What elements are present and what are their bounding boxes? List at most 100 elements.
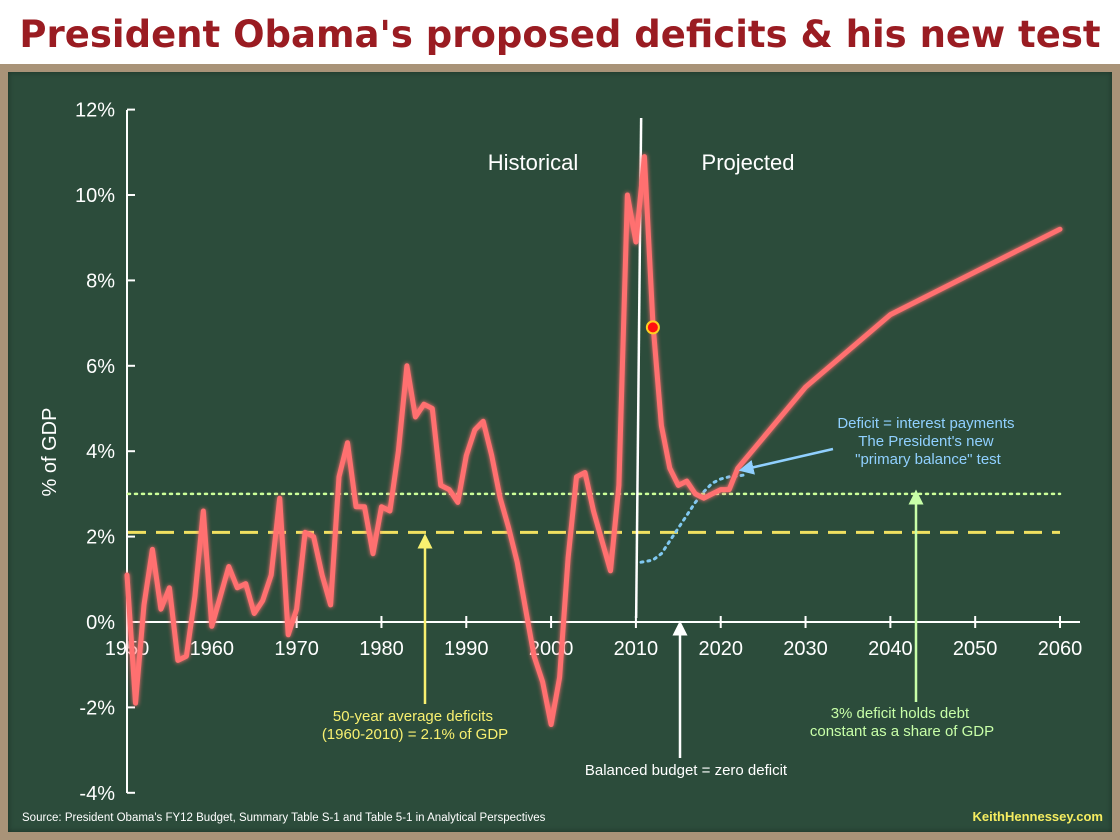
y-tick-label: 4%	[86, 441, 115, 463]
deficit-point	[558, 676, 561, 679]
deficit-point	[711, 492, 714, 495]
deficit-point	[321, 574, 324, 577]
deficit-point	[261, 599, 264, 602]
y-tick-label: 6%	[86, 356, 115, 378]
y-tick-label: -2%	[79, 697, 115, 719]
deficit-point	[634, 240, 637, 243]
deficit-point	[507, 527, 510, 530]
deficit-point	[219, 595, 222, 598]
y-tick-label: -4%	[79, 783, 115, 805]
deficit-point	[193, 595, 196, 598]
interest-payments-curve	[639, 473, 748, 564]
y-tick-label: 12%	[75, 100, 115, 122]
deficit-point	[168, 586, 171, 589]
deficit-point	[609, 569, 612, 572]
deficit-point	[134, 702, 137, 705]
source-note: Source: President Obama's FY12 Budget, S…	[22, 812, 546, 824]
deficit-point	[371, 552, 374, 555]
deficit-point	[346, 441, 349, 444]
deficit-point	[702, 497, 705, 500]
interest-annotation: Deficit = interest payments The Presiden…	[837, 415, 1018, 468]
deficit-point	[236, 586, 239, 589]
deficit-point	[728, 488, 731, 491]
deficit-point	[431, 407, 434, 410]
deficit-point	[575, 475, 578, 478]
deficit-point	[600, 539, 603, 542]
deficit-point	[176, 659, 179, 662]
deficit-point	[151, 548, 154, 551]
y-tick-label: 10%	[75, 185, 115, 207]
three-percent-annotation: 3% deficit holds debt constant as a shar…	[810, 705, 994, 740]
deficit-point	[499, 497, 502, 500]
deficit-point	[363, 505, 366, 508]
deficit-point	[270, 574, 273, 577]
site-credit: KeithHennessey.com	[972, 809, 1103, 824]
deficit-point	[694, 492, 697, 495]
deficit-point	[227, 565, 230, 568]
deficit-point	[541, 680, 544, 683]
deficit-point	[388, 509, 391, 512]
deficit-point	[524, 608, 527, 611]
deficit-point	[567, 556, 570, 559]
deficit-point	[380, 505, 383, 508]
current-year-point	[645, 320, 660, 335]
deficit-point	[1059, 228, 1062, 231]
historical-label: Historical	[488, 150, 578, 175]
deficit-point	[159, 608, 162, 611]
deficit-point	[312, 535, 315, 538]
deficit-point	[126, 574, 129, 577]
deficit-point	[660, 424, 663, 427]
deficit-point	[439, 484, 442, 487]
y-axis-label: % of GDP	[39, 408, 61, 497]
x-tick-label: 2010	[614, 638, 659, 660]
deficit-point	[677, 484, 680, 487]
deficit-point	[617, 484, 620, 487]
chalkboard	[8, 72, 1112, 832]
x-tick-label: 2060	[1038, 638, 1083, 660]
deficit-point	[210, 625, 213, 628]
deficit-point	[422, 403, 425, 406]
deficit-point	[448, 488, 451, 491]
y-tick-label: 0%	[86, 612, 115, 634]
x-tick-label: 1960	[190, 638, 235, 660]
deficit-point	[482, 420, 485, 423]
deficit-point	[142, 603, 145, 606]
y-tick-label: 8%	[86, 270, 115, 292]
x-tick-label: 2040	[868, 638, 913, 660]
deficit-point	[295, 608, 298, 611]
deficit-point	[889, 313, 892, 316]
balanced-budget-annotation: Balanced budget = zero deficit	[585, 762, 788, 779]
deficit-point	[465, 454, 468, 457]
deficit-point	[592, 509, 595, 512]
deficit-point	[405, 364, 408, 367]
deficit-point	[202, 509, 205, 512]
deficit-point	[685, 480, 688, 483]
deficit-point	[329, 603, 332, 606]
deficit-point	[338, 475, 341, 478]
deficit-point	[253, 612, 256, 615]
x-tick-label: 1990	[444, 638, 489, 660]
deficit-point	[456, 501, 459, 504]
deficit-point	[490, 454, 493, 457]
deficit-point	[668, 467, 671, 470]
deficit-point	[533, 655, 536, 658]
x-tick-label: 2020	[698, 638, 743, 660]
deficit-point	[414, 416, 417, 419]
deficit-point	[244, 582, 247, 585]
x-tick-label: 1970	[274, 638, 319, 660]
x-tick-label: 2030	[783, 638, 828, 660]
deficit-point	[584, 471, 587, 474]
deficit-point	[185, 655, 188, 658]
deficit-point	[736, 467, 739, 470]
deficit-point	[804, 386, 807, 389]
deficit-point	[397, 450, 400, 453]
deficit-point	[719, 488, 722, 491]
deficit-point	[304, 531, 307, 534]
deficit-point	[643, 155, 646, 158]
average-annotation: 50-year average deficits (1960-2010) = 2…	[322, 708, 508, 743]
projected-label: Projected	[702, 150, 795, 175]
deficit-point	[626, 194, 629, 197]
deficit-series-line	[124, 154, 1063, 727]
y-tick-label: 2%	[86, 527, 115, 549]
